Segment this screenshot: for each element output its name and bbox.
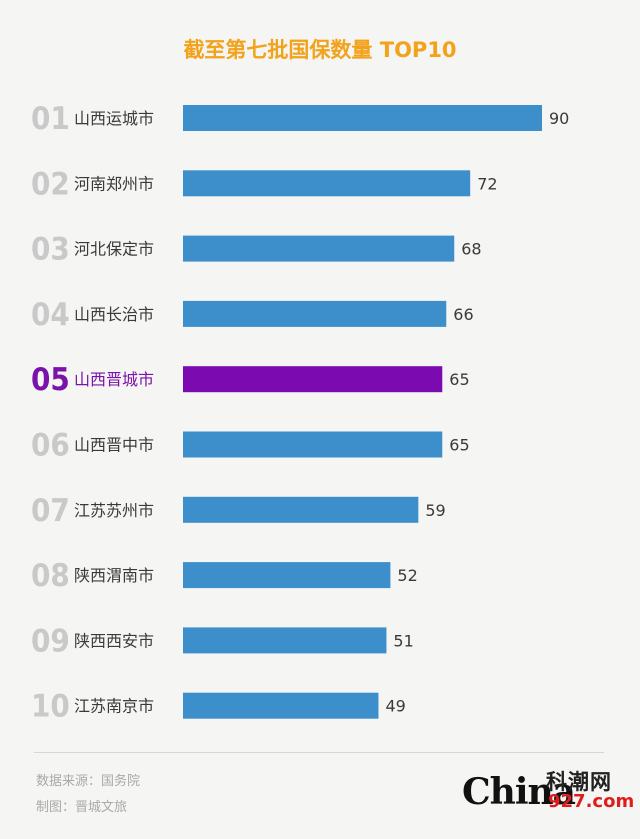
value-label: 90 <box>549 109 569 128</box>
bar <box>183 235 455 262</box>
value-label: 65 <box>449 436 469 455</box>
category-label: 陕西西安市 <box>74 631 154 650</box>
rank-label: 06 <box>31 428 70 464</box>
divider <box>34 752 604 753</box>
bar <box>183 170 471 197</box>
logo-china-text: China <box>462 771 576 813</box>
data-source: 数据来源：国务院 <box>36 774 141 789</box>
bar <box>183 692 379 719</box>
bar <box>183 300 447 327</box>
category-label: 山西晋中市 <box>74 436 154 455</box>
category-label: 河南郑州市 <box>74 174 154 193</box>
value-label: 68 <box>461 240 481 259</box>
value-label: 66 <box>453 305 473 324</box>
rank-label: 07 <box>31 493 70 529</box>
value-label: 49 <box>385 697 405 716</box>
rank-label: 02 <box>31 166 70 202</box>
value-label: 72 <box>477 174 497 193</box>
logo-cn-text: 科潮网 <box>546 770 612 794</box>
rank-label: 03 <box>31 232 70 268</box>
site-logo[interactable]: China 科潮网 927.com <box>462 770 634 814</box>
value-label: 52 <box>397 566 417 585</box>
rank-label: 08 <box>31 558 70 594</box>
bar <box>183 627 387 654</box>
value-label: 51 <box>393 631 413 650</box>
bar <box>183 105 542 131</box>
value-label: 59 <box>425 501 445 520</box>
rank-label: 04 <box>31 297 70 333</box>
value-label: 65 <box>449 370 469 389</box>
category-label: 江苏南京市 <box>74 697 154 716</box>
rank-label: 01 <box>31 101 70 137</box>
category-label: 江苏苏州市 <box>74 501 154 520</box>
rank-label: 05 <box>31 362 70 398</box>
chart-maker: 制图：晋城文旅 <box>36 800 128 815</box>
category-label: 山西长治市 <box>74 305 154 324</box>
category-label: 河北保定市 <box>74 240 154 259</box>
bar <box>183 496 419 523</box>
bar <box>183 431 443 458</box>
chart-title: 截至第七批国保数量 TOP10 <box>183 38 457 62</box>
category-label: 陕西渭南市 <box>74 566 154 585</box>
category-label: 山西晋城市 <box>74 370 154 389</box>
logo-domain-text: 927.com <box>548 791 635 812</box>
category-label: 山西运城市 <box>74 109 154 128</box>
rank-label: 09 <box>31 623 70 659</box>
bar <box>183 562 391 589</box>
rank-label: 10 <box>31 689 70 725</box>
bar <box>183 366 443 393</box>
